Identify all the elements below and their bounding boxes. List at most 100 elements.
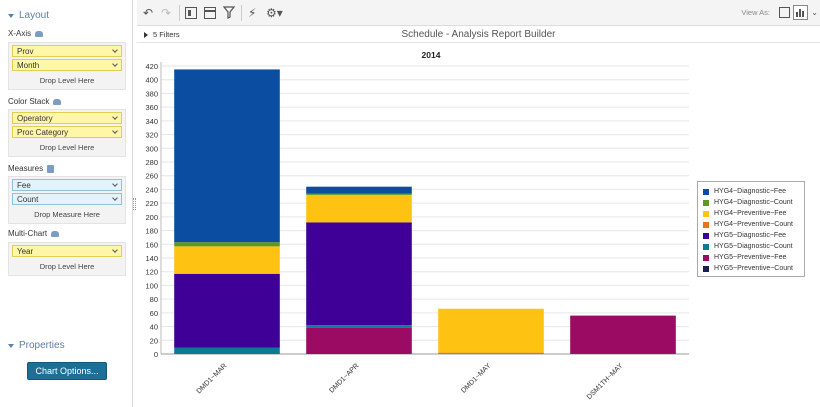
x-tick-label: DSM1TH~MAY	[586, 362, 625, 401]
x-tick-label: DMD1~MAR	[196, 362, 229, 395]
layout-section-header[interactable]: Layout	[8, 10, 49, 21]
database-icon	[51, 230, 60, 237]
y-tick-label: 340	[145, 117, 158, 126]
multi-chart-drop-text: Drop Level Here	[39, 262, 95, 271]
y-tick-label: 420	[145, 62, 158, 71]
y-tick-label: 380	[145, 89, 158, 98]
chevron-down-icon[interactable]	[112, 114, 118, 120]
y-tick-label: 240	[145, 185, 158, 194]
undo-icon[interactable]: ↶	[143, 6, 154, 20]
panel-layout-icon[interactable]	[185, 7, 197, 19]
layout-panel: Layout X-Axis Prov Month Drop Level Here…	[0, 0, 133, 407]
stacked-bar-chart: 2014 0 20 40 60 80 100 120 140 160 180 200 220 240 260…	[145, 50, 689, 401]
grid-view-icon[interactable]	[779, 7, 790, 18]
legend-label: HYG4~Preventive~Count	[714, 221, 793, 228]
legend-swatch	[703, 188, 709, 195]
collapse-triangle-icon	[8, 343, 14, 348]
legend-label: HYG5~Diagnostic~Count	[714, 243, 793, 250]
legend-entry: HYG5~Preventive~Count	[703, 263, 799, 274]
chevron-down-icon[interactable]	[112, 247, 118, 253]
y-tick-label: 200	[145, 213, 158, 222]
database-icon	[35, 30, 44, 37]
filter-icon[interactable]	[222, 6, 236, 20]
chevron-down-icon[interactable]	[112, 61, 118, 67]
panel-splitter-handle[interactable]	[133, 198, 136, 210]
x-tick-label: DMD1~MAY	[460, 362, 492, 394]
legend-label: HYG5~Preventive~Fee	[714, 254, 787, 261]
y-tick-label: 0	[154, 350, 158, 359]
y-tick-label: 400	[145, 76, 158, 85]
bar-segment	[174, 347, 280, 354]
x-tick-label: DMD1~APR	[328, 362, 360, 394]
toolbar-divider	[179, 5, 180, 21]
multi-chart-drop-zone[interactable]: Year Drop Level Here	[8, 242, 126, 276]
table-layout-icon[interactable]	[204, 7, 216, 19]
bar-segment	[306, 222, 412, 326]
lightning-icon[interactable]: ⚡	[248, 6, 257, 20]
y-tick-label: 220	[145, 199, 158, 208]
measures-label: Measures	[8, 164, 55, 173]
legend-label: HYG5~Diagnostic~Fee	[714, 232, 786, 239]
toolbar-divider	[241, 5, 242, 21]
redo-icon[interactable]: ↷	[161, 6, 172, 20]
bar-segment	[438, 308, 544, 353]
color-stack-drop-zone[interactable]: Operatory Proc Category Drop Level Here	[8, 109, 126, 157]
y-tick-label: 360	[145, 103, 158, 112]
measure-icon	[47, 164, 55, 173]
layout-label: Layout	[19, 10, 50, 21]
legend-swatch	[703, 221, 709, 228]
measures-chip-fee[interactable]: Fee	[12, 179, 122, 191]
color-stack-chip-proc-category[interactable]: Proc Category	[12, 126, 122, 138]
legend-entry: HYG4~Diagnostic~Fee	[703, 186, 799, 197]
chevron-down-icon[interactable]	[112, 128, 118, 134]
bar-segment	[570, 315, 676, 354]
properties-section-header[interactable]: Properties	[8, 340, 65, 351]
filters-toggle[interactable]: 5 Filters	[144, 30, 180, 39]
bar-segment	[306, 193, 412, 195]
legend-entry: HYG5~Diagnostic~Fee	[703, 230, 799, 241]
color-stack-chip-operatory[interactable]: Operatory	[12, 112, 122, 124]
measures-chip-count[interactable]: Count	[12, 193, 122, 205]
chart-view-icon[interactable]	[793, 5, 808, 20]
chevron-down-icon[interactable]	[112, 181, 118, 187]
y-tick-label: 280	[145, 158, 158, 167]
multi-chart-chip-year[interactable]: Year	[12, 245, 122, 257]
bar-segment	[174, 273, 280, 348]
y-tick-label: 100	[145, 281, 158, 290]
legend-swatch	[703, 254, 709, 261]
bar-segment	[438, 352, 544, 354]
legend-swatch	[703, 243, 709, 250]
legend-label: HYG4~Diagnostic~Count	[714, 199, 793, 206]
bar-segment	[306, 325, 412, 328]
bar-segment	[306, 327, 412, 354]
x-axis-drop-zone[interactable]: Prov Month Drop Level Here	[8, 42, 126, 90]
chart-options-button[interactable]: Chart Options...	[27, 362, 107, 380]
y-tick-label: 160	[145, 240, 158, 249]
measures-drop-zone[interactable]: Fee Count Drop Measure Here	[8, 176, 126, 224]
bar-segment	[174, 242, 280, 247]
y-tick-label: 120	[145, 268, 158, 277]
x-axis-chip-prov[interactable]: Prov	[12, 45, 122, 57]
y-tick-label: 20	[150, 336, 158, 345]
legend-swatch	[703, 232, 709, 239]
view-dropdown-chevron-icon[interactable]: ⌄	[811, 8, 818, 17]
chevron-down-icon[interactable]	[112, 47, 118, 53]
gear-icon[interactable]: ⚙▾	[266, 6, 283, 20]
y-tick-label: 140	[145, 254, 158, 263]
bar-segment	[174, 246, 280, 274]
legend-label: HYG4~Preventive~Fee	[714, 210, 787, 217]
y-tick-label: 80	[150, 295, 158, 304]
x-axis-chip-month[interactable]: Month	[12, 59, 122, 71]
legend-swatch	[703, 199, 709, 206]
legend-entry: HYG5~Preventive~Fee	[703, 252, 799, 263]
y-tick-label: 40	[150, 323, 158, 332]
legend-swatch	[703, 210, 709, 217]
multi-chart-label: Multi-Chart	[8, 229, 60, 238]
y-tick-label: 320	[145, 131, 158, 140]
y-tick-label: 260	[145, 172, 158, 181]
chevron-down-icon[interactable]	[112, 195, 118, 201]
legend-entry: HYG4~Preventive~Count	[703, 219, 799, 230]
color-stack-drop-text: Drop Level Here	[39, 143, 95, 152]
measures-drop-text: Drop Measure Here	[34, 210, 100, 219]
y-tick-label: 180	[145, 227, 158, 236]
